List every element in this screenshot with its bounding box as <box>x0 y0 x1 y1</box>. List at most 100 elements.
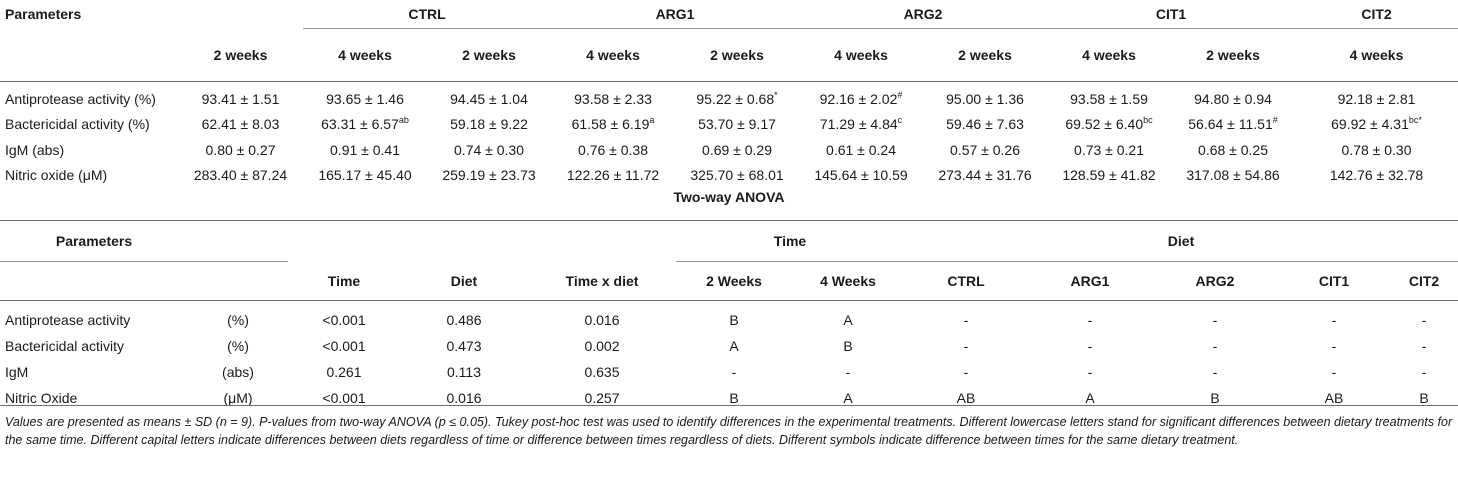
anova-col-header: ARG2 <box>1195 273 1235 289</box>
table-cell: 0.68 ± 0.25 <box>1171 137 1295 163</box>
significance-marker: ab <box>398 115 409 126</box>
anova-cell: 0.113 <box>447 364 481 380</box>
anova-col-header: 4 Weeks <box>820 273 876 289</box>
cell-value: 94.80 ± 0.94 <box>1194 90 1272 107</box>
anova-cell: B <box>1419 390 1429 406</box>
anova-row-label: IgM <box>5 364 29 380</box>
anova-cell: - <box>963 338 969 354</box>
cell-value: 0.61 ± 0.24 <box>826 141 896 158</box>
significance-marker: * <box>774 89 778 100</box>
group-header-ctrl: CTRL <box>303 0 552 29</box>
anova-cell: A <box>843 390 853 406</box>
anova-col-header: 2 Weeks <box>706 273 762 289</box>
cell-value: 94.45 ± 1.04 <box>450 90 528 107</box>
anova-cell: - <box>1212 312 1218 328</box>
anova-row: Bactericidal activity (%) <0.001 0.473 0.002… <box>0 333 1458 359</box>
significance-marker: c <box>897 115 903 126</box>
table-cell: 0.57 ± 0.26 <box>923 137 1047 163</box>
subcolumn-header-row: 2 weeks 4 weeks 2 weeks 4 weeks 2 weeks … <box>0 29 1458 82</box>
anova-cell: - <box>1331 338 1337 354</box>
table-cell: 69.92 ± 4.31bc* <box>1295 112 1458 138</box>
anova-cell: 0.261 <box>326 364 362 380</box>
table-row: IgM (abs) 0.80 ± 0.27 0.91 ± 0.41 0.74 ± 0.… <box>0 137 1458 163</box>
row-label: Nitric oxide (μM) <box>5 167 108 184</box>
anova-row-unit: (abs) <box>222 364 254 380</box>
anova-cell: 0.257 <box>584 390 620 406</box>
subcol-header: 2 weeks <box>462 47 516 63</box>
table-cell: 93.58 ± 2.33 <box>551 82 675 112</box>
anova-cell: - <box>1087 338 1093 354</box>
anova-col-header: ARG1 <box>1070 273 1110 289</box>
anova-cell: <0.001 <box>322 390 366 406</box>
row-label: Antiprotease activity (%) <box>5 90 156 107</box>
anova-column-header-row: Time Diet Time x diet 2 Weeks 4 Weeks CT… <box>0 262 1458 301</box>
anova-cell: - <box>731 364 737 380</box>
table-cell: 61.58 ± 6.19a <box>551 112 675 138</box>
anova-col-header: CTRL <box>947 273 985 289</box>
subcol-header: 4 weeks <box>338 47 392 63</box>
subcol-header: 4 weeks <box>834 47 888 63</box>
cell-value: 325.70 ± 68.01 <box>690 167 784 184</box>
subcol-header: 4 weeks <box>1349 47 1404 63</box>
anova-cell: - <box>1212 364 1218 380</box>
anova-row-label: Bactericidal activity <box>5 338 125 354</box>
anova-row-unit: (%) <box>227 338 249 354</box>
cell-value: 128.59 ± 41.82 <box>1062 167 1156 184</box>
subcol-header: 2 weeks <box>213 46 268 63</box>
table-cell: 122.26 ± 11.72 <box>551 163 675 189</box>
table-cell: 63.31 ± 6.57ab <box>303 112 427 138</box>
subcol-header: 4 weeks <box>586 47 640 63</box>
anova-cell: AB <box>956 390 976 406</box>
cell-value: 0.68 ± 0.25 <box>1198 141 1268 158</box>
anova-cell: 0.635 <box>584 364 620 380</box>
cell-value: 0.69 ± 0.29 <box>702 141 772 158</box>
table-cell: 273.44 ± 31.76 <box>923 163 1047 189</box>
cell-value: 165.17 ± 45.40 <box>318 167 412 184</box>
cell-value: 61.58 ± 6.19 <box>571 116 650 133</box>
subcol-header: 2 weeks <box>958 47 1012 63</box>
table-cell: 93.41 ± 1.51 <box>178 82 303 112</box>
group-header-cit2: CIT2 <box>1295 0 1458 29</box>
anova-row-label: Antiprotease activity <box>5 312 131 328</box>
table-row: Bactericidal activity (%) 62.41 ± 8.03 63.… <box>0 112 1458 138</box>
anova-cell: A <box>1085 390 1095 406</box>
significance-marker: # <box>897 89 903 100</box>
table-cell: 95.00 ± 1.36 <box>923 82 1047 112</box>
cell-value: 71.29 ± 4.84 <box>819 116 898 133</box>
table-cell: 0.69 ± 0.29 <box>675 137 799 163</box>
table-cell: 0.80 ± 0.27 <box>178 137 303 163</box>
parameters-header: Parameters <box>5 6 82 23</box>
anova-row-unit: (μM) <box>223 390 253 406</box>
cell-value: 283.40 ± 87.24 <box>193 167 288 184</box>
means-table: Parameters CTRL ARG1 ARG2 CIT1 CIT2 2 we… <box>0 0 1458 221</box>
significance-marker: bc <box>1143 115 1153 126</box>
subcol-header: 2 weeks <box>710 47 764 63</box>
table-cell: 69.52 ± 6.40bc <box>1047 112 1171 138</box>
cell-value: 53.70 ± 9.17 <box>698 116 776 133</box>
cell-value: 92.16 ± 2.02 <box>819 90 898 107</box>
anova-parameters-header: Parameters <box>0 221 188 262</box>
row-label: Bactericidal activity (%) <box>5 116 150 133</box>
table-cell: 62.41 ± 8.03 <box>178 112 303 138</box>
anova-col-header: Diet <box>450 272 478 289</box>
cell-value: 62.41 ± 8.03 <box>201 116 280 133</box>
table-bottom-rule <box>0 405 1458 406</box>
anova-col-header: Time x diet <box>565 272 639 289</box>
table-cell: 59.18 ± 9.22 <box>427 112 551 138</box>
anova-cell: A <box>729 338 739 354</box>
cell-value: 93.58 ± 2.33 <box>574 90 652 107</box>
cell-value: 95.22 ± 0.68 <box>696 90 775 107</box>
significance-marker: bc* <box>1408 115 1422 126</box>
anova-cell: 0.002 <box>584 338 620 354</box>
cell-value: 59.18 ± 9.22 <box>450 116 528 133</box>
anova-row: Nitric Oxide (μM) <0.001 0.016 0.257 B A AB A B AB… <box>0 385 1458 411</box>
cell-value: 93.58 ± 1.59 <box>1070 90 1148 107</box>
table-cell: 93.58 ± 1.59 <box>1047 82 1171 112</box>
cell-value: 273.44 ± 31.76 <box>938 167 1032 184</box>
cell-value: 142.76 ± 32.78 <box>1329 167 1424 184</box>
anova-cell: - <box>1212 338 1218 354</box>
table-cell: 0.91 ± 0.41 <box>303 137 427 163</box>
cell-value: 56.64 ± 11.51 <box>1188 116 1273 133</box>
anova-cell: - <box>1331 312 1337 328</box>
cell-value: 93.65 ± 1.46 <box>326 90 404 107</box>
